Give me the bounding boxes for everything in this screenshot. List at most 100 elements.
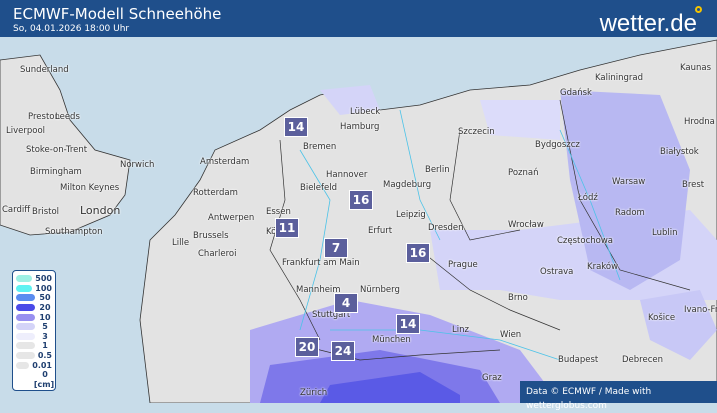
city-label: Nürnberg [360,285,400,295]
city-label: Ostrava [540,267,574,277]
legend-item: 20 [16,303,52,313]
city-label: Graz [482,373,502,383]
data-credit: Data © ECMWF / Made with wetterglobus.co… [520,381,717,411]
city-label: Stoke-on-Trent [26,145,88,155]
city-label: Białystok [660,147,699,157]
city-label: Linz [452,325,469,335]
snow-depth-value: 4 [334,293,358,313]
snow-depth-map [0,39,717,403]
legend-item: 1 [16,341,52,351]
city-label: Essen [266,207,291,217]
legend-item: 5 [16,322,52,332]
city-label: Gdańsk [560,88,592,98]
city-label: Mannheim [296,285,341,295]
legend-label: 50 [39,293,51,303]
map-timestamp: So, 04.01.2026 18:00 Uhr [13,24,130,34]
city-label: Kaunas [680,63,712,73]
wetter-de-logo[interactable]: wetter.de [599,10,697,37]
snow-depth-value: 7 [324,238,348,258]
city-label: Warsaw [612,177,646,187]
city-label: München [372,335,411,345]
city-label: Wrocław [508,220,544,230]
city-label: Leipzig [396,210,426,220]
city-label: Bielefeld [300,183,337,193]
city-label: Frankfurt am Main [282,258,360,268]
city-label: Debrecen [622,355,663,365]
city-label: Brussels [193,231,229,241]
city-label: Radom [615,208,645,218]
city-label: Poznań [508,168,539,178]
legend-swatch [16,284,33,292]
city-label: Prague [448,260,478,270]
map-title: ECMWF-Modell Schneehöhe [13,5,222,23]
legend-label: 500 [35,274,52,284]
logo-sun-icon [695,6,702,13]
city-label: Southampton [45,227,103,237]
legend-swatch [16,332,35,340]
snow-depth-value: 14 [396,314,420,334]
city-label: Liverpool [6,126,46,136]
legend-label: 0.5 [37,351,52,361]
legend-swatch [16,304,35,312]
city-label: Lille [172,238,190,248]
city-label: Budapest [558,355,599,365]
snow-depth-value: 14 [284,117,308,137]
city-label: Hannover [326,170,368,180]
snow-depth-value: 16 [406,243,430,263]
legend-item: 10 [16,312,52,322]
city-label: Košice [648,313,676,323]
legend-item: 0 [16,370,52,380]
city-label: Berlin [425,165,450,175]
snow-depth-value: 20 [295,337,319,357]
city-label: Lübeck [350,107,381,117]
rivers [299,109,621,361]
legend-item: 100 [16,284,52,294]
city-label: Magdeburg [383,180,432,190]
legend-unit: [cm] [33,379,55,389]
legend-swatch [16,342,35,350]
city-label: Sunderland [20,65,69,75]
legend-item: 3 [16,332,52,342]
city-label: Hamburg [340,122,380,132]
city-label: Łódź [578,193,598,203]
legend-swatch [16,275,33,283]
legend-label: 10 [39,312,51,322]
header: ECMWF-Modell Schneehöhe So, 04.01.2026 1… [0,0,717,37]
snow-depth-value: 24 [331,341,355,361]
legend-label: 100 [35,283,52,293]
legend-label: 3 [42,331,48,341]
city-label: Cardiff [2,205,31,215]
city-label: London [80,204,121,217]
legend: 500 100 50 20 10 5 3 1 0.5 0.01 0 [cm] [12,270,56,391]
legend-swatch [16,361,30,369]
city-label: Częstochowa [557,236,614,246]
legend-item: 0.5 [16,351,52,361]
city-label: Brno [508,293,528,303]
city-label: Amsterdam [200,157,250,167]
legend-swatch [16,371,35,379]
city-label: Milton Keynes [60,183,120,193]
city-label: Kraków [587,262,619,272]
city-label: Wien [500,330,522,340]
city-label: Norwich [120,160,155,170]
legend-item: 500 [16,274,52,284]
legend-label: 20 [39,303,51,313]
snow-depth-value: 16 [349,190,373,210]
city-label: Hrodna [684,117,715,127]
city-label: Bremen [303,142,337,152]
city-label: Birmingham [30,167,82,177]
legend-swatch [16,294,35,302]
city-label: Antwerpen [208,213,255,223]
legend-swatch [16,313,35,321]
city-label: Rotterdam [193,188,238,198]
city-label: Erfurt [368,226,393,236]
legend-label: 0.01 [32,360,52,370]
borders [269,99,691,361]
legend-swatch [16,323,35,331]
snow-depth-value: 11 [275,218,299,238]
legend-item: 50 [16,293,52,303]
city-label: Szczecin [458,127,495,137]
legend-item: 0.01 [16,360,52,370]
city-label: Kaliningrad [595,73,643,83]
city-label: Zürich [300,388,328,398]
